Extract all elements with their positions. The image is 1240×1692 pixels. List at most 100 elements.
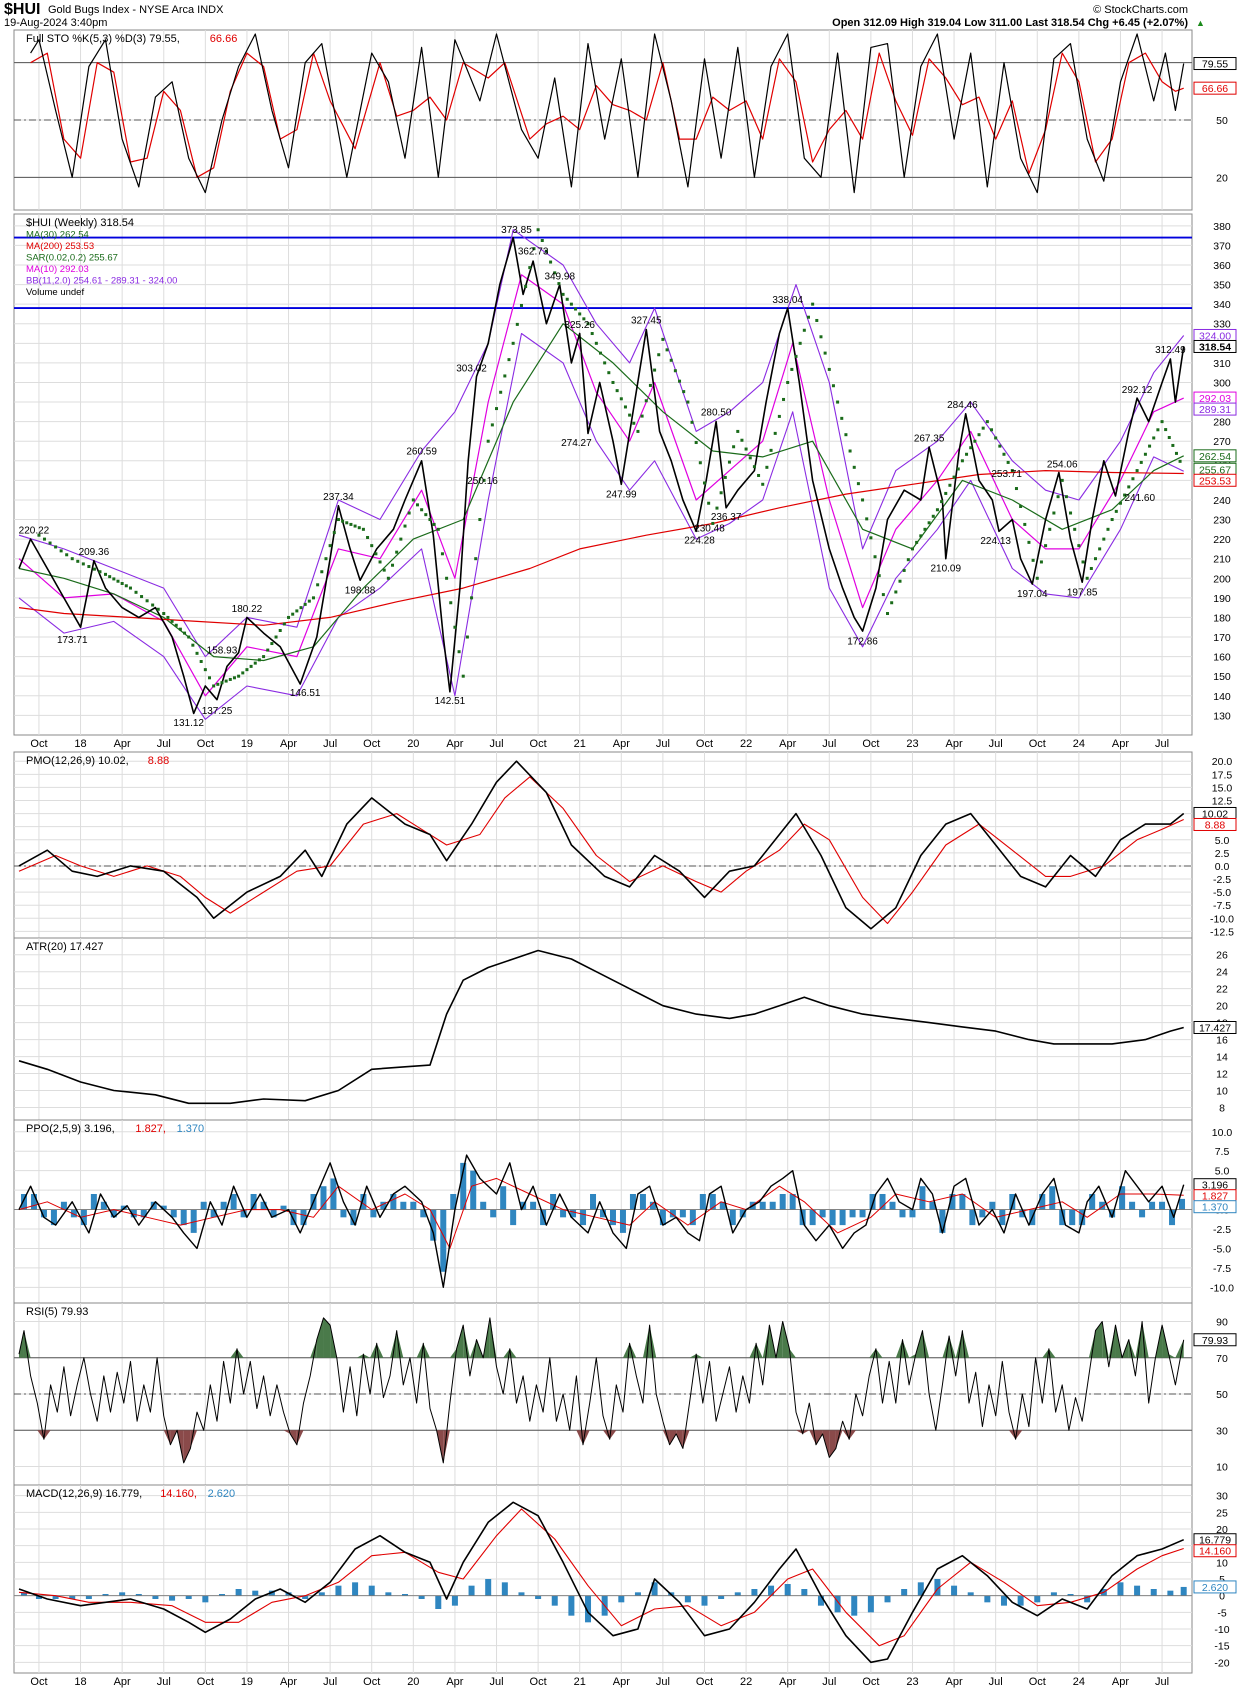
- histogram-bar: [1069, 1209, 1076, 1226]
- y-tick-label: 350: [1213, 280, 1231, 292]
- sar-dot: [935, 508, 939, 512]
- histogram-bar: [500, 1186, 507, 1210]
- histogram-bar: [250, 1194, 257, 1210]
- y-tick-label: 22: [1216, 984, 1228, 996]
- overbought-fill: [236, 1348, 244, 1358]
- overbought-fill: [230, 1348, 237, 1358]
- histogram-bar: [889, 1201, 896, 1210]
- sar-dot: [702, 481, 706, 485]
- price-annotation: 180.22: [232, 604, 263, 615]
- legend-entry: 1.827,: [135, 1123, 166, 1135]
- x-tick-label: Apr: [946, 738, 963, 750]
- oversold-fill: [802, 1430, 810, 1434]
- histogram-bar: [70, 1209, 77, 1218]
- sar-dot: [162, 612, 166, 616]
- sar-dot: [112, 577, 116, 581]
- sar-dot: [653, 368, 657, 372]
- histogram-bar: [629, 1194, 636, 1210]
- price-annotation: 280.50: [701, 408, 732, 419]
- overbought-fill: [789, 1348, 797, 1358]
- overbought-fill: [323, 1317, 331, 1358]
- histogram-bar: [510, 1209, 517, 1226]
- sar-dot: [673, 369, 677, 373]
- sar-dot: [761, 482, 765, 486]
- sar-dot: [1035, 576, 1039, 580]
- value-badge-label: 3.196: [1202, 1180, 1228, 1192]
- y-tick-label: -2.5: [1213, 1224, 1231, 1236]
- sar-dot: [241, 671, 245, 675]
- x-tick-label: 19: [241, 1676, 253, 1688]
- x-tick-label: Jul: [822, 1676, 836, 1688]
- sar-dot: [1139, 460, 1143, 464]
- histogram-bar: [939, 1209, 946, 1233]
- sar-dot: [777, 414, 781, 418]
- sar-dot: [636, 429, 640, 433]
- sar-dot: [823, 351, 827, 355]
- sar-dot: [478, 518, 482, 522]
- sar-dot: [719, 491, 723, 495]
- stockcharts-credit: © StockCharts.com: [1093, 4, 1188, 16]
- oversold-fill: [815, 1430, 823, 1445]
- y-tick-label: 0.0: [1215, 861, 1230, 873]
- price-annotation: 197.04: [1017, 589, 1048, 600]
- value-badge: [1193, 473, 1237, 487]
- histogram-bar: [551, 1595, 558, 1606]
- overbought-fill: [509, 1348, 517, 1358]
- overbought-fill: [1142, 1321, 1149, 1358]
- price-annotation: 142.51: [435, 696, 466, 707]
- sar-dot: [140, 595, 144, 599]
- histogram-bar: [485, 1579, 492, 1596]
- price-annotation: 131.12: [173, 718, 204, 729]
- histogram-bar: [869, 1194, 876, 1210]
- x-tick-label: 21: [574, 738, 586, 750]
- histogram-bar: [52, 1595, 59, 1599]
- price-annotation: 327.45: [631, 316, 662, 327]
- histogram-bar: [100, 1201, 107, 1210]
- price-annotation: 173.71: [57, 635, 88, 646]
- value-badge: [1193, 449, 1237, 463]
- price-annotation: 230.48: [694, 524, 725, 535]
- histogram-bar: [829, 1209, 836, 1226]
- sar-dot: [428, 518, 432, 522]
- histogram-bar: [135, 1594, 142, 1596]
- sar-dot: [877, 574, 881, 578]
- sar-dot: [902, 568, 906, 572]
- sar-dot: [411, 498, 415, 502]
- histogram-bar: [1049, 1186, 1056, 1210]
- y-tick-label: 5.0: [1215, 1166, 1230, 1178]
- oversold-fill: [849, 1430, 856, 1440]
- oversold-fill: [43, 1430, 51, 1440]
- legend-entry: MA(200) 253.53: [26, 241, 94, 252]
- sar-dot: [698, 461, 702, 465]
- overbought-fill: [390, 1330, 397, 1358]
- histogram-bar: [1119, 1186, 1126, 1210]
- price-annotation: 224.28: [684, 536, 715, 547]
- x-tick-label: Jul: [1155, 1676, 1169, 1688]
- histogram-bar: [1089, 1194, 1096, 1210]
- y-tick-label: -15: [1214, 1641, 1229, 1653]
- sar-dot: [320, 570, 324, 574]
- sar-dot: [134, 590, 138, 594]
- y-tick-label: 8: [1219, 1103, 1225, 1115]
- value-badge-label: 79.55: [1202, 59, 1228, 71]
- sar-dot: [1060, 478, 1064, 482]
- histogram-bar: [35, 1595, 42, 1599]
- histogram-bar: [1134, 1585, 1141, 1596]
- histogram-bar: [759, 1201, 766, 1210]
- sar-dot: [253, 661, 257, 665]
- histogram-bar: [779, 1194, 786, 1210]
- x-tick-label: Jul: [656, 738, 670, 750]
- histogram-bar: [1019, 1209, 1026, 1218]
- overbought-fill: [1168, 1354, 1176, 1358]
- sar-dot: [528, 266, 532, 270]
- overbought-fill: [1048, 1348, 1056, 1358]
- series-line: [18, 1154, 1185, 1289]
- panel-rsi: 10 30 50 70 90 RSI(5) 79.93 79.93: [13, 1302, 1237, 1486]
- sar-dot: [449, 601, 453, 605]
- legend-entry: MA(10) 292.03: [26, 264, 89, 275]
- sar-dot: [324, 557, 328, 561]
- overbought-fill: [396, 1330, 404, 1358]
- histogram-bar: [689, 1209, 696, 1226]
- price-annotation: 241.60: [1124, 493, 1155, 504]
- histogram-bar: [400, 1201, 407, 1210]
